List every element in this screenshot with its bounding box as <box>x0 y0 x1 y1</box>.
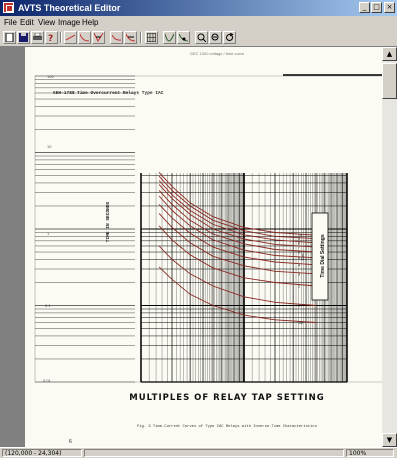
svg-text:?: ? <box>48 34 53 42</box>
dial-label-9: 9 <box>298 237 300 241</box>
vertical-scrollbar[interactable]: ▲ ▼ <box>382 47 397 447</box>
dial-label-3: 3 <box>298 272 300 276</box>
toolbar: ? <box>0 29 397 47</box>
menu-view[interactable]: View <box>38 18 56 27</box>
scanned-page[interactable]: GEC 1000 voltage / time curve GEH-1788 T… <box>25 47 382 447</box>
dial-label-2: 2 <box>298 285 300 289</box>
menu-image[interactable]: Image <box>58 18 81 27</box>
dial-label-1: 1 <box>298 304 300 308</box>
curve-dial-4 <box>158 204 317 266</box>
trace-icon[interactable] <box>163 31 176 44</box>
dial-word-label: Dial <box>300 253 305 260</box>
y-tick-1: 1 <box>47 231 50 236</box>
status-coordinates: (120,000 - 24,304) <box>2 449 82 457</box>
dial-legend-box: Time Dial Settings <box>311 212 329 301</box>
page-header-small: GEC 1000 voltage / time curve <box>190 51 245 56</box>
menu-help[interactable]: Help <box>82 18 99 27</box>
y-axis-label: TIME IN SECONDS <box>105 201 111 242</box>
curve-dial-7 <box>158 184 317 248</box>
window-title: AVTS Theoretical Editor <box>18 3 121 13</box>
app-icon[interactable] <box>3 2 14 13</box>
scroll-up-button[interactable]: ▲ <box>382 47 397 61</box>
y-tick-10: 10 <box>47 144 52 149</box>
curve-dial-3 <box>158 213 317 275</box>
dial-label-4: 4 <box>298 263 300 267</box>
menu-file[interactable]: File <box>4 18 17 27</box>
relay-curve-chart: GEC 1000 voltage / time curve GEH-1788 T… <box>34 51 382 445</box>
point-icon[interactable] <box>177 31 190 44</box>
page-number: 6 <box>69 439 72 445</box>
dial-label-5: 5 <box>298 256 300 260</box>
curve-dial-1-2 <box>158 266 317 323</box>
curve-dial-8 <box>158 180 317 244</box>
menu-edit[interactable]: Edit <box>20 18 34 27</box>
curve-dial-6 <box>158 190 317 253</box>
zoom-in-icon[interactable] <box>195 31 208 44</box>
dial-label-10: 10 <box>298 234 302 238</box>
scroll-thumb[interactable] <box>382 63 397 99</box>
minimize-button[interactable]: _ <box>359 2 370 13</box>
curve-dial-1 <box>158 245 317 306</box>
curve-icon[interactable] <box>78 31 91 44</box>
scatter-icon[interactable] <box>92 31 105 44</box>
dial-label-7: 7 <box>298 246 300 250</box>
zoom-out-icon[interactable] <box>209 31 222 44</box>
maximize-button[interactable]: □ <box>371 2 382 13</box>
curve-dial-5 <box>158 195 317 259</box>
y-tick-100: 100 <box>47 74 54 79</box>
print-icon[interactable] <box>31 31 44 44</box>
time-dial-settings-label: Time Dial Settings <box>320 234 326 277</box>
chart-grid <box>35 75 348 383</box>
dial-label-1-2: 1/2 <box>298 321 303 325</box>
scroll-down-button[interactable]: ▼ <box>382 433 397 447</box>
options-icon[interactable]: ? <box>45 31 58 44</box>
zoom-curve-icon[interactable] <box>124 31 137 44</box>
status-bar: (120,000 - 24,304) 100% <box>0 447 397 458</box>
status-zoom: 100% <box>346 449 394 457</box>
title-bar[interactable]: AVTS Theoretical Editor _ □ × <box>0 0 397 16</box>
new-icon[interactable] <box>3 31 16 44</box>
grid-icon[interactable] <box>145 31 158 44</box>
curve-dial-9 <box>158 175 317 240</box>
close-button[interactable]: × <box>384 2 395 13</box>
y-tick-0-01: 0.01 <box>43 378 52 383</box>
chart-curves <box>158 172 317 323</box>
refresh-icon[interactable] <box>223 31 236 44</box>
x-axis-title: MULTIPLES OF RELAY TAP SETTING <box>129 393 324 403</box>
status-message <box>84 449 344 457</box>
menu-bar: File Edit View Image Help <box>0 16 397 29</box>
save-icon[interactable] <box>17 31 30 44</box>
document-workspace[interactable]: GEC 1000 voltage / time curve GEH-1788 T… <box>0 47 382 447</box>
dial-label-8: 8 <box>298 241 300 245</box>
dial-label-6: 6 <box>298 251 300 255</box>
curve-dial-2 <box>158 225 317 287</box>
fit-icon[interactable] <box>110 31 123 44</box>
curve-dial-10 <box>158 172 317 236</box>
line-icon[interactable] <box>64 31 77 44</box>
figure-caption: Fig. 3 Time-Current Curves of Type IAC R… <box>137 424 317 429</box>
